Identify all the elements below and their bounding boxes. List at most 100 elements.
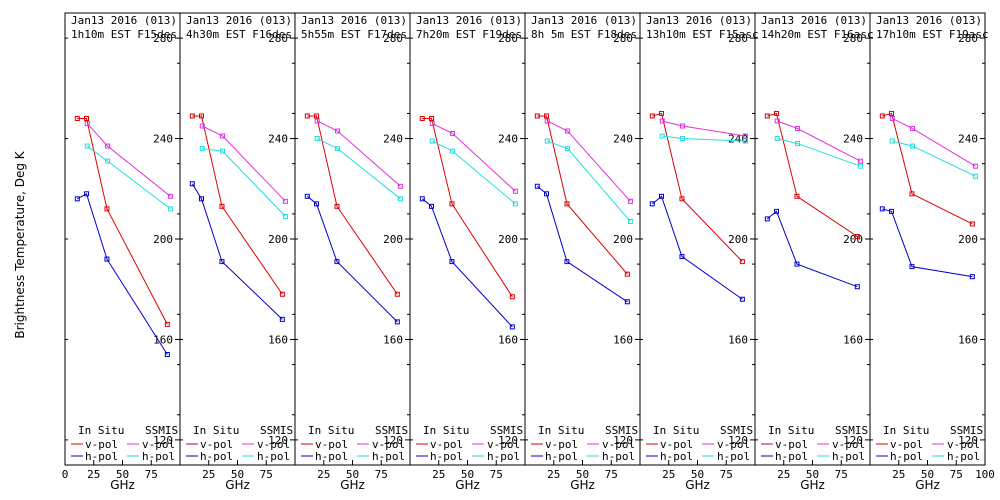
panel-2: Jan13 2016 (013)4h30m EST F16des 120 160 20… [179, 12, 296, 492]
data-point [84, 191, 90, 197]
legend-insitu-heading: In Situ [768, 424, 814, 437]
panel-title: Jan13 2016 (013) [646, 14, 752, 27]
y-tick-label: 120 [153, 434, 173, 447]
x-tick-label: 50 [461, 468, 474, 481]
data-point [534, 113, 540, 119]
legend-insitu-heading: In Situ [538, 424, 584, 437]
y-tick-label: 160 [383, 333, 403, 346]
data-point [624, 271, 630, 277]
x-tick-label: 100 [975, 468, 995, 481]
data-point [565, 146, 571, 152]
x-tick-label: 50 [806, 468, 819, 481]
legend-label-insitu-vpol: v-pol [430, 438, 463, 451]
data-point [334, 203, 340, 209]
y-tick-label: 160 [153, 333, 173, 346]
x-tick-label: 25 [317, 468, 330, 481]
panel-subtitle: 17h10m EST F19asc [876, 28, 989, 41]
y-tick-label: 280 [153, 32, 173, 45]
x-tick-label: 75 [835, 468, 848, 481]
data-point [774, 110, 780, 116]
legend-insitu-heading: In Situ [423, 424, 469, 437]
panel-7: Jan13 2016 (013)14h20m EST F16asc 120 160 2… [754, 12, 874, 492]
x-axis-label: GHz [455, 478, 480, 492]
data-point [189, 113, 195, 119]
y-tick-label: 240 [498, 133, 518, 146]
x-axis-label: GHz [570, 478, 595, 492]
data-point [910, 126, 916, 132]
y-tick-label: 280 [498, 32, 518, 45]
data-point [659, 118, 665, 124]
y-tick-label: 280 [613, 32, 633, 45]
data-point [544, 113, 550, 119]
series-line-4 [547, 140, 631, 222]
x-tick-label: 75 [260, 468, 273, 481]
series-line-2 [882, 208, 973, 278]
series-line-4 [86, 145, 171, 210]
panel-5: Jan13 2016 (013)8h 5m EST F18des 120 160 20… [524, 12, 641, 492]
data-point [304, 193, 310, 199]
legend-label-ssmis-vpol: v-pol [947, 438, 980, 451]
data-point [429, 138, 435, 144]
y-tick-label: 120 [268, 434, 288, 447]
data-point [509, 324, 515, 330]
legend-insitu-heading: In Situ [78, 424, 124, 437]
y-tick-label: 160 [958, 333, 978, 346]
y-tick-label: 280 [958, 32, 978, 45]
series-line-1 [307, 115, 398, 295]
x-tick-label: 75 [605, 468, 618, 481]
y-axis-label: Brightness Temperature, Deg K [13, 150, 27, 338]
y-tick-label: 200 [153, 233, 173, 246]
data-point [84, 143, 90, 149]
legend-label-ssmis-vpol: v-pol [832, 438, 865, 451]
x-tick-label: 75 [490, 468, 503, 481]
legend-ssmis-heading: SSMIS [835, 424, 868, 437]
x-tick-label: 25 [662, 468, 675, 481]
series-line-2 [421, 198, 513, 328]
series-line-2 [191, 183, 283, 320]
x-tick-label: 75 [375, 468, 388, 481]
panel-subtitle: 7h20m EST F19des [416, 28, 522, 41]
legend-label-insitu-vpol: v-pol [545, 438, 578, 451]
x-tick-label: 75 [950, 468, 963, 481]
data-point [795, 141, 801, 147]
y-tick-label: 160 [843, 333, 863, 346]
data-point [164, 352, 170, 358]
legend-ssmis-heading: SSMIS [490, 424, 523, 437]
data-point [419, 196, 425, 202]
panel-title: Jan13 2016 (013) [761, 14, 867, 27]
data-point [679, 254, 685, 260]
series-line-3 [547, 120, 631, 202]
legend-label-insitu-hpol: h-pol [890, 450, 923, 463]
x-tick-label: 25 [202, 468, 215, 481]
series-line-4 [432, 140, 516, 205]
legend-label-ssmis-vpol: v-pol [602, 438, 635, 451]
y-tick-label: 160 [613, 333, 633, 346]
y-tick-label: 200 [268, 233, 288, 246]
x-tick-label: 0 [62, 468, 69, 481]
y-tick-label: 120 [958, 434, 978, 447]
legend-label-insitu-hpol: h-pol [200, 450, 233, 463]
data-point [449, 201, 455, 207]
data-point [659, 110, 665, 116]
data-point [199, 196, 205, 202]
legend-label-insitu-hpol: h-pol [660, 450, 693, 463]
panel-subtitle: 14h20m EST F16asc [761, 28, 874, 41]
chart-panels: Jan13 2016 (013)1h10m EST F15des12016020… [62, 12, 995, 492]
x-tick-label: 75 [145, 468, 158, 481]
data-point [335, 146, 341, 152]
y-tick-label: 280 [843, 32, 863, 45]
series-line-3 [892, 118, 976, 167]
x-axis-label: GHz [110, 478, 135, 492]
legend-label-insitu-vpol: v-pol [660, 438, 693, 451]
legend-label-insitu-hpol: h-pol [85, 450, 118, 463]
legend-label-insitu-hpol: h-pol [775, 450, 808, 463]
data-point [199, 123, 205, 129]
data-point [544, 138, 550, 144]
data-point [220, 133, 226, 139]
legend-label-ssmis-hpol: h-pol [717, 450, 750, 463]
data-point [774, 208, 780, 214]
